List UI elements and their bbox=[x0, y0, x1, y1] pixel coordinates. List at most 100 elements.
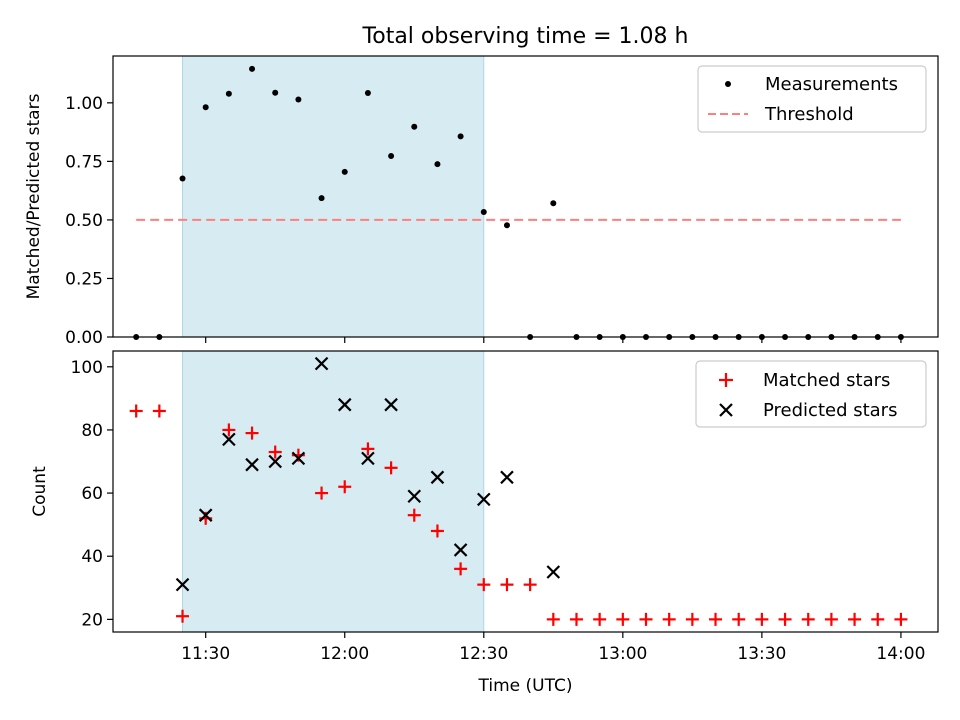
x-axis-label: Time (UTC) bbox=[478, 676, 573, 696]
legend-matched-marker bbox=[719, 373, 733, 387]
predicted-star-point bbox=[314, 356, 329, 371]
count-y-axis-label: Count bbox=[30, 466, 50, 517]
legend-threshold-label: Threshold bbox=[764, 104, 854, 125]
matched-star-point bbox=[129, 404, 143, 418]
measurement-point bbox=[249, 65, 256, 72]
measurement-point bbox=[202, 104, 209, 111]
matched-star-point bbox=[732, 612, 746, 626]
matched-star-point bbox=[454, 562, 468, 576]
ratio-y-axis-label: Matched/Predicted stars bbox=[24, 93, 44, 299]
x-tick-label: 14:00 bbox=[876, 644, 925, 664]
measurement-point bbox=[318, 195, 325, 202]
matched-star-point bbox=[824, 612, 838, 626]
y-tick-label: 0.75 bbox=[65, 152, 103, 172]
measurement-point bbox=[364, 89, 371, 96]
predicted-star-point bbox=[245, 457, 259, 472]
count-panel: 20 40 60 80 100 11:30 12:00 12:30 13:00 13:30 14:… bbox=[30, 350, 939, 696]
matched-star-point bbox=[546, 612, 560, 626]
observing-span bbox=[182, 350, 485, 633]
matched-star-point bbox=[894, 612, 908, 626]
measurement-point bbox=[411, 123, 418, 130]
matched-star-point bbox=[593, 612, 607, 626]
legend-predicted-label: Predicted stars bbox=[763, 400, 897, 421]
legend-matched-label: Matched stars bbox=[763, 370, 890, 391]
measurement-point bbox=[272, 89, 279, 96]
y-tick-label: 80 bbox=[81, 421, 103, 441]
measurement-point bbox=[434, 161, 441, 168]
y-tick-label: 0.25 bbox=[65, 269, 103, 289]
measurement-point bbox=[480, 208, 487, 215]
legend-measurements-marker bbox=[725, 81, 731, 87]
predicted-star-point bbox=[337, 397, 352, 412]
predicted-star-point bbox=[222, 432, 236, 447]
matched-star-point bbox=[222, 423, 236, 437]
measurement-point bbox=[341, 168, 348, 175]
predicted-star-point bbox=[361, 451, 375, 466]
matched-star-point bbox=[500, 578, 514, 592]
x-tick-label: 13:30 bbox=[737, 644, 786, 664]
y-tick-label: 20 bbox=[81, 610, 103, 630]
legend-measurements-label: Measurements bbox=[765, 74, 898, 95]
matched-star-point bbox=[407, 508, 421, 522]
count-legend: Matched stars Predicted stars bbox=[695, 360, 927, 428]
x-tick-label: 12:00 bbox=[320, 644, 369, 664]
matched-star-point bbox=[639, 612, 653, 626]
legend-predicted-marker bbox=[719, 403, 733, 417]
matched-star-point bbox=[384, 461, 398, 475]
matched-star-point bbox=[315, 486, 329, 500]
x-tick-label: 13:00 bbox=[598, 644, 647, 664]
ratio-panel: 0.00 0.25 0.50 0.75 1.00 Total observing tim… bbox=[24, 24, 939, 348]
observing-span bbox=[182, 55, 485, 338]
measurement-point bbox=[179, 175, 186, 182]
predicted-star-point bbox=[453, 543, 468, 557]
y-tick-label: 0.50 bbox=[65, 211, 103, 231]
matched-star-point bbox=[801, 612, 815, 626]
predicted-star-point bbox=[500, 470, 514, 485]
matched-star-point bbox=[523, 578, 537, 592]
predicted-star-point bbox=[477, 492, 491, 507]
matched-star-point bbox=[778, 612, 792, 626]
predicted-star-point bbox=[291, 451, 306, 466]
matched-star-point bbox=[152, 404, 166, 418]
matched-star-point bbox=[245, 426, 259, 440]
x-tick-label: 12:30 bbox=[459, 644, 508, 664]
y-tick-label: 40 bbox=[81, 547, 103, 567]
matched-star-point bbox=[338, 480, 352, 494]
predicted-star-point bbox=[198, 508, 213, 522]
predicted-star-point bbox=[268, 454, 282, 469]
predicted-star-point bbox=[384, 397, 398, 412]
predicted-star-point bbox=[407, 489, 422, 504]
chart-title: Total observing time = 1.08 h bbox=[362, 24, 689, 49]
matched-star-point bbox=[662, 612, 676, 626]
matched-star-point bbox=[871, 612, 885, 626]
y-tick-label: 60 bbox=[81, 484, 103, 504]
y-tick-label: 100 bbox=[71, 358, 103, 378]
matched-star-point bbox=[268, 445, 282, 459]
matched-star-point bbox=[685, 612, 699, 626]
ratio-axes-frame bbox=[112, 55, 939, 338]
predicted-star-point bbox=[546, 565, 561, 579]
ratio-legend: Measurements Threshold bbox=[697, 65, 927, 133]
matched-star-point bbox=[616, 612, 630, 626]
count-axes-frame bbox=[112, 350, 939, 633]
measurement-point bbox=[225, 90, 232, 97]
matched-star-point bbox=[569, 612, 583, 626]
x-tick-label: 11:30 bbox=[181, 644, 230, 664]
measurement-point bbox=[388, 152, 395, 159]
matched-star-point bbox=[848, 612, 862, 626]
measurement-point bbox=[503, 222, 510, 229]
measurement-point bbox=[295, 96, 302, 103]
y-tick-label: 1.00 bbox=[65, 94, 103, 114]
measurement-point bbox=[550, 200, 557, 207]
predicted-star-point bbox=[430, 470, 445, 485]
matched-star-point bbox=[755, 612, 769, 626]
matched-star-point bbox=[709, 612, 723, 626]
y-tick-label: 0.00 bbox=[65, 328, 103, 348]
matched-star-point bbox=[176, 609, 190, 623]
matched-star-point bbox=[361, 442, 375, 456]
matched-star-point bbox=[430, 524, 444, 538]
matched-star-point bbox=[477, 578, 491, 592]
predicted-star-point bbox=[175, 577, 190, 592]
measurement-point bbox=[457, 133, 464, 140]
